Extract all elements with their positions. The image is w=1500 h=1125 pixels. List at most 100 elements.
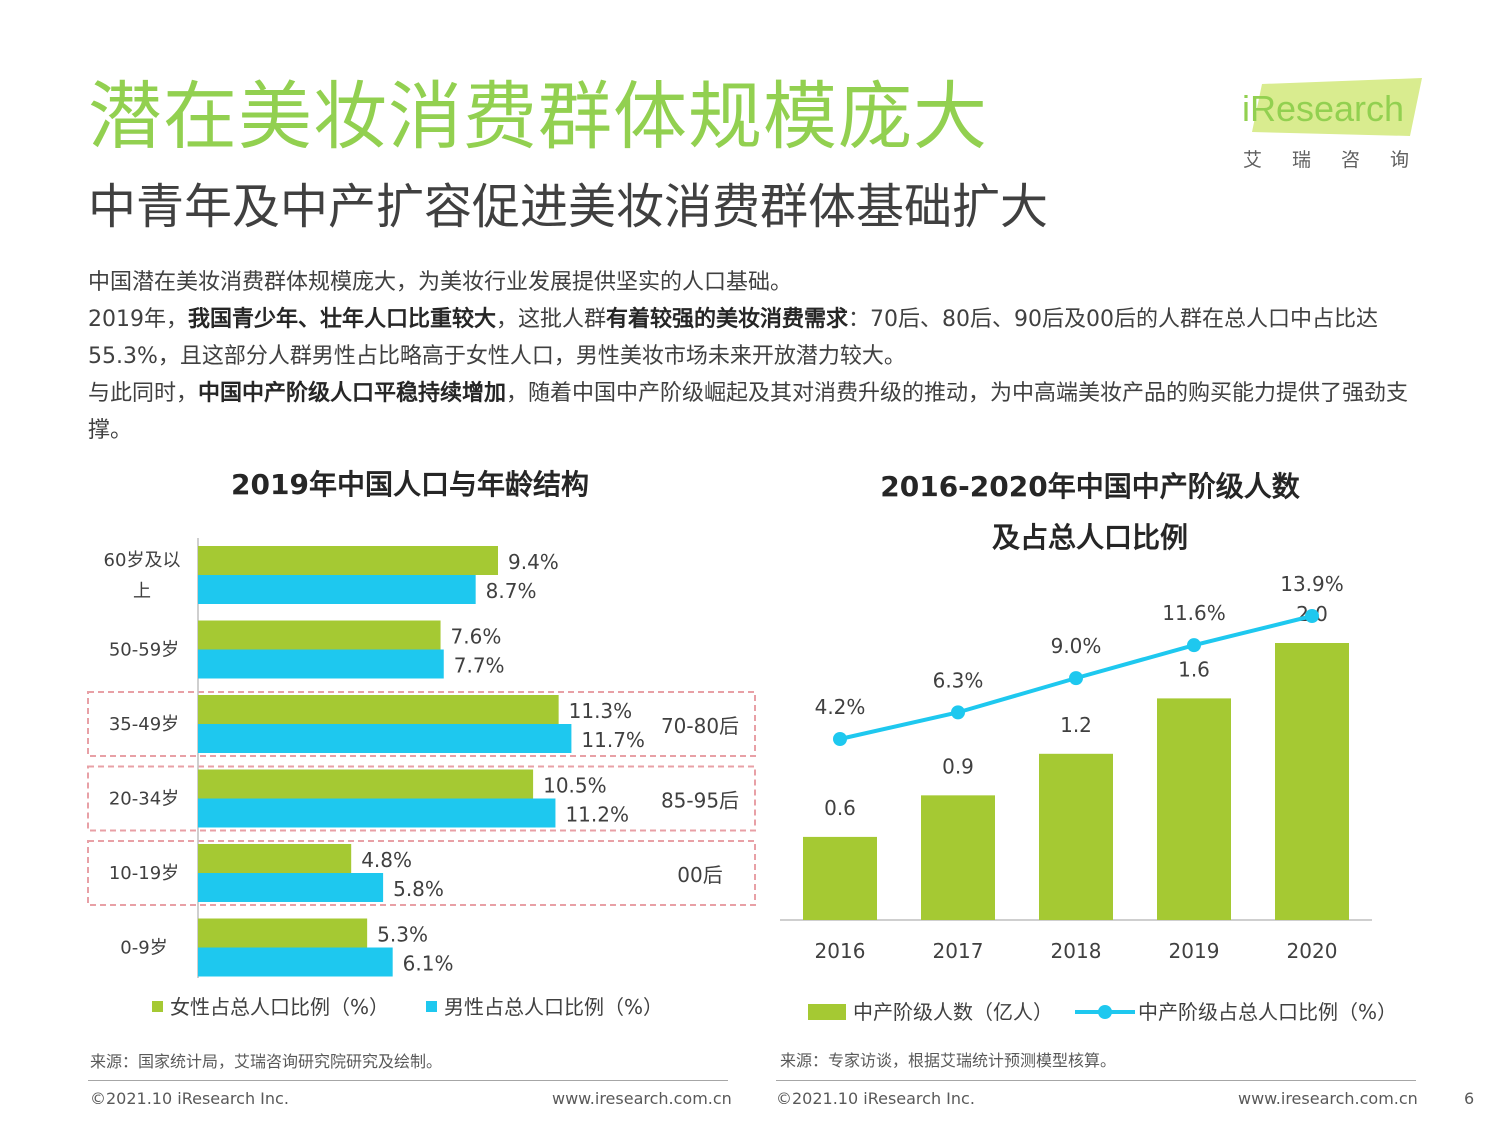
category-label-10-19岁: 10-19岁 — [109, 863, 179, 884]
male-bar-20-34岁 — [198, 798, 556, 828]
female-label-35-49岁: 11.3% — [569, 699, 633, 723]
intro-p2-c: ，这批人群 — [496, 307, 607, 332]
legend-male-swatch — [426, 1001, 437, 1012]
midclass-bar-2019 — [1157, 698, 1231, 920]
midclass-chart-title-line2: 及占总人口比例 — [991, 521, 1188, 554]
page-subtitle: 中青年及中产扩容促进美妆消费群体基础扩大 — [88, 179, 1049, 235]
category-label-20-34岁: 20-34岁 — [109, 789, 179, 810]
female-label-60岁及以上: 9.4% — [508, 550, 559, 574]
male-label-10-19岁: 5.8% — [393, 877, 444, 901]
legend-line-marker — [1098, 1005, 1112, 1019]
intro-p3-c: ，随着中国中产阶级崛起及其对消费升级的推动，为中高端美妆产品的购买能力提供了强劲… — [88, 381, 1409, 443]
midclass-bar-label-2019: 1.6 — [1178, 657, 1210, 681]
midclass-chart-title-line1: 2016-2020年中国中产阶级人数 — [880, 470, 1300, 503]
footer-divider-right — [776, 1080, 1416, 1081]
female-label-0-9岁: 5.3% — [377, 923, 428, 947]
intro-p2-e: ：70后、80后、90后及00后的人群在总人口中占比达55.3%，且这部分人群男… — [88, 307, 1379, 369]
ratio-point-2019 — [1187, 638, 1201, 653]
footer-copyright-right: ©2021.10 iResearch Inc. — [776, 1089, 975, 1108]
intro-p2-a: 2019年， — [88, 307, 188, 332]
male-bar-50-59岁 — [198, 649, 444, 679]
male-bar-0-9岁 — [198, 947, 393, 977]
category-label-35-49岁: 35-49岁 — [109, 714, 179, 735]
x-tick-label-2019: 2019 — [1169, 939, 1220, 963]
x-tick-label-2018: 2018 — [1051, 939, 1102, 963]
intro-paragraph-2: 2019年，我国青少年、壮年人口比重较大，这批人群有着较强的美妆消费需求：70后… — [88, 301, 1428, 375]
female-bar-10-19岁 — [198, 844, 352, 873]
ratio-point-2017 — [951, 705, 965, 720]
ratio-label-2016: 4.2% — [815, 695, 866, 719]
male-label-50-59岁: 7.7% — [454, 654, 505, 678]
highlight-box-10-19岁 — [87, 840, 756, 906]
midclass-bar-label-2016: 0.6 — [824, 796, 856, 820]
male-bar-60岁及以上 — [198, 575, 476, 604]
female-label-50-59岁: 7.6% — [451, 625, 502, 649]
intro-line-1: 中国潜在美妆消费群体规模庞大，为美妆行业发展提供坚实的人口基础。 — [88, 270, 793, 295]
footer-url-left: www.iresearch.com.cn — [552, 1089, 732, 1108]
legend-bar-swatch — [808, 1004, 846, 1020]
x-tick-label-2020: 2020 — [1287, 939, 1338, 963]
female-bar-20-34岁 — [198, 769, 534, 799]
iresearch-logo: iResearch — [1242, 88, 1405, 129]
intro-paragraph-3: 与此同时，中国中产阶级人口平稳持续增加，随着中国中产阶级崛起及其对消费升级的推动… — [88, 375, 1428, 449]
male-bar-35-49岁 — [198, 724, 572, 753]
midclass-bar-label-2018: 1.2 — [1060, 713, 1092, 737]
footer-url-right: www.iresearch.com.cn — [1238, 1089, 1418, 1108]
legend-line-label: 中产阶级占总人口比例（%） — [1138, 1000, 1397, 1024]
legend-bar-label: 中产阶级人数（亿人） — [853, 1000, 1053, 1024]
source-right: 来源：专家访谈，根据艾瑞统计预测模型核算。 — [780, 1051, 1117, 1070]
male-bar-10-19岁 — [198, 873, 384, 902]
annotation-85-95后: 85-95后 — [661, 789, 739, 813]
age-chart-title: 2019年中国人口与年龄结构 — [231, 468, 589, 501]
female-label-10-19岁: 4.8% — [361, 848, 412, 872]
midclass-bar-2017 — [921, 795, 995, 920]
page-title: 潜在美妆消费群体规模庞大 — [88, 74, 988, 160]
ratio-label-2017: 6.3% — [933, 668, 984, 692]
footer-copyright-left: ©2021.10 iResearch Inc. — [90, 1089, 289, 1108]
intro-p3-bold: 中国中产阶级人口平稳持续增加 — [198, 381, 507, 406]
midclass-bar-2018 — [1039, 753, 1113, 920]
ratio-point-2016 — [833, 732, 847, 746]
female-bar-50-59岁 — [198, 620, 441, 650]
female-bar-0-9岁 — [198, 918, 368, 948]
legend-female-swatch — [152, 1001, 163, 1012]
x-tick-label-2016: 2016 — [815, 939, 866, 963]
male-label-35-49岁: 11.7% — [581, 728, 645, 752]
middle-class-chart: 0.620160.920171.220181.620192.020204.2%6… — [780, 572, 1397, 1024]
category-label-60岁及以上-b: 上 — [133, 581, 151, 602]
footer-divider-left — [88, 1080, 728, 1081]
ratio-point-2020 — [1305, 609, 1319, 623]
source-left: 来源：国家统计局，艾瑞咨询研究院研究及绘制。 — [90, 1052, 443, 1071]
logo-shape — [1252, 78, 1422, 136]
female-bar-35-49岁 — [198, 695, 559, 724]
intro-p3-a: 与此同时， — [88, 381, 199, 406]
iresearch-logo-cn: 艾瑞咨询 — [1243, 149, 1440, 171]
legend-male-label: 男性占总人口比例（%） — [444, 995, 663, 1019]
annotation-70-80后: 70-80后 — [661, 714, 739, 738]
highlight-box-35-49岁 — [87, 691, 756, 757]
ratio-point-2018 — [1069, 671, 1083, 686]
female-label-20-34岁: 10.5% — [543, 774, 607, 798]
male-label-0-9岁: 6.1% — [403, 952, 454, 976]
female-bar-60岁及以上 — [198, 546, 498, 575]
category-label-0-9岁: 0-9岁 — [120, 938, 167, 959]
page-number: 6 — [1464, 1089, 1475, 1108]
male-label-20-34岁: 11.2% — [565, 803, 629, 827]
midclass-bar-label-2017: 0.9 — [942, 754, 974, 778]
intro-text: 中国潜在美妆消费群体规模庞大，为美妆行业发展提供坚实的人口基础。 2019年，我… — [88, 264, 1428, 449]
intro-p2-bold-1: 我国青少年、壮年人口比重较大 — [188, 307, 497, 332]
annotation-00后: 00后 — [677, 863, 722, 887]
intro-p2-bold-2: 有着较强的美妆消费需求 — [606, 307, 849, 332]
ratio-label-2019: 11.6% — [1162, 601, 1226, 625]
male-label-60岁及以上: 8.7% — [486, 579, 537, 603]
category-label-50-59岁: 50-59岁 — [109, 640, 179, 661]
ratio-label-2020: 13.9% — [1280, 572, 1344, 596]
legend-female-label: 女性占总人口比例（%） — [170, 995, 389, 1019]
midclass-bar-2020 — [1275, 643, 1349, 920]
midclass-bar-2016 — [803, 836, 877, 920]
x-tick-label-2017: 2017 — [933, 939, 984, 963]
category-label-60岁及以上-a: 60岁及以 — [104, 550, 181, 571]
highlight-box-20-34岁 — [87, 765, 756, 832]
ratio-label-2018: 9.0% — [1051, 634, 1102, 658]
